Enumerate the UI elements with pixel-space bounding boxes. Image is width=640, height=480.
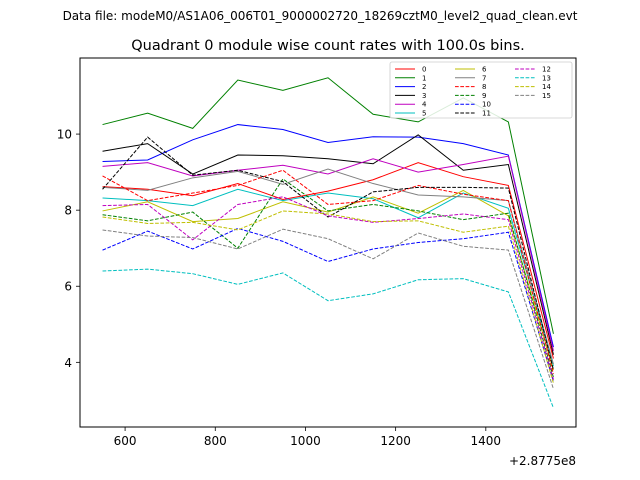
x-tick-label-800: 800 xyxy=(204,434,227,448)
series-line-8 xyxy=(102,169,554,374)
series-line-10 xyxy=(102,227,554,382)
series-line-4 xyxy=(102,155,554,352)
legend-label-10: 10 xyxy=(482,101,491,109)
series-line-11 xyxy=(102,136,554,371)
x-tick-label-1000: 1000 xyxy=(290,434,321,448)
x-tick-label-1200: 1200 xyxy=(380,434,411,448)
legend-label-7: 7 xyxy=(482,74,486,82)
legend-label-5: 5 xyxy=(422,110,426,118)
series-line-14 xyxy=(102,210,554,384)
legend-label-3: 3 xyxy=(422,92,426,100)
x-tick-label-600: 600 xyxy=(114,434,137,448)
series-line-12 xyxy=(102,196,554,380)
legend-label-1: 1 xyxy=(422,74,426,82)
axes-frame xyxy=(79,57,577,428)
y-tick-label-10: 10 xyxy=(57,128,72,142)
x-axis: 600 800 1000 1200 1400 xyxy=(114,427,501,448)
series-line-7 xyxy=(102,168,554,365)
series-line-9 xyxy=(102,178,554,378)
legend-label-15: 15 xyxy=(542,92,551,100)
legend-label-12: 12 xyxy=(542,66,551,74)
legend-label-0: 0 xyxy=(422,66,426,74)
legend-label-13: 13 xyxy=(542,74,551,82)
x-tick-label-1400: 1400 xyxy=(471,434,502,448)
legend-label-11: 11 xyxy=(482,110,491,118)
series-line-3 xyxy=(102,134,554,355)
y-tick-label-6: 6 xyxy=(64,280,72,294)
series-line-15 xyxy=(102,228,554,390)
legend-label-9: 9 xyxy=(482,92,486,100)
y-tick-label-4: 4 xyxy=(64,356,72,370)
series-line-0 xyxy=(102,162,554,359)
y-axis: 4 6 8 10 xyxy=(57,128,80,370)
x-axis-offset-label: +2.8775e8 xyxy=(509,454,576,468)
series-line-2 xyxy=(102,124,554,348)
chart-title: Quadrant 0 module wise count rates with … xyxy=(131,38,525,54)
legend-box xyxy=(389,61,573,119)
legend-label-14: 14 xyxy=(542,83,551,91)
series-line-13 xyxy=(102,268,554,409)
legend-label-4: 4 xyxy=(422,101,427,109)
legend-label-6: 6 xyxy=(482,66,487,74)
y-tick-label-8: 8 xyxy=(64,204,72,218)
plot-area xyxy=(102,77,554,409)
series-line-5 xyxy=(102,188,554,367)
legend-label-2: 2 xyxy=(422,83,426,91)
figure-suptitle: Data file: modeM0/AS1A06_006T01_90000027… xyxy=(63,9,578,23)
legend-label-8: 8 xyxy=(482,83,486,91)
